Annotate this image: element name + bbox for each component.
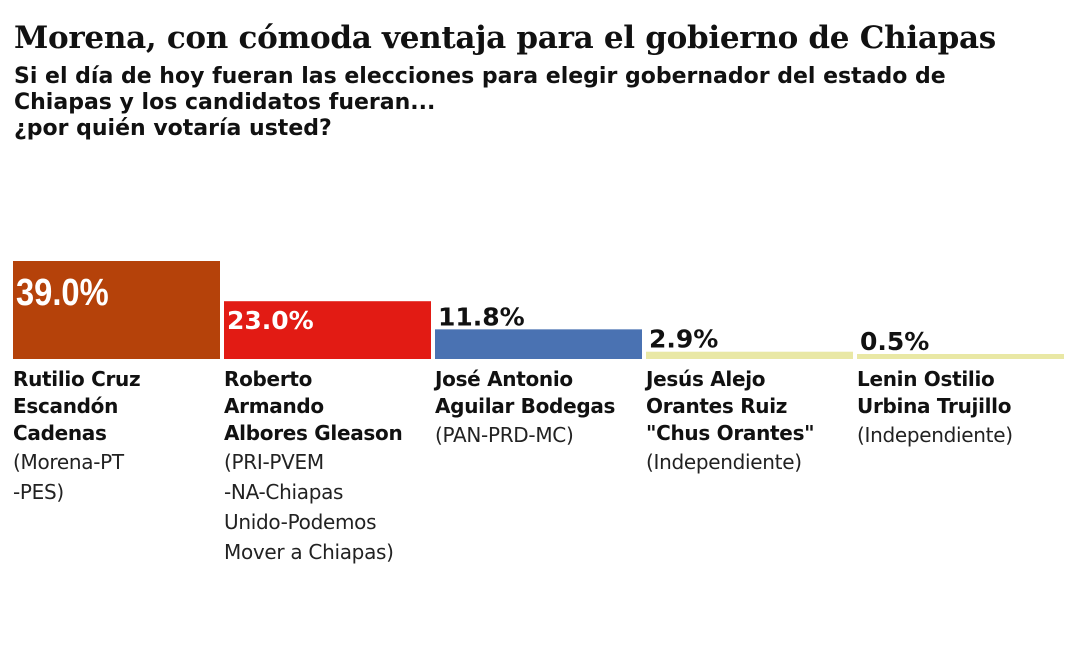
candidate-label-5: Lenin Ostilio Urbina Trujillo (Independi… — [857, 366, 1062, 450]
candidate-label-1: Rutilio Cruz Escandón Cadenas (Morena-PT… — [13, 366, 218, 507]
candidate-name: Roberto Armando Albores Gleason — [224, 367, 403, 445]
bar-value-label-5: 0.5% — [860, 327, 929, 356]
candidate-label-2: Roberto Armando Albores Gleason (PRI-PVE… — [224, 366, 429, 567]
candidate-party: (Independiente) — [857, 423, 1013, 447]
candidate-name: Lenin Ostilio Urbina Trujillo — [857, 367, 1012, 418]
bar-value-label-3: 11.8% — [438, 302, 525, 331]
bar-value-label-4: 2.9% — [649, 325, 718, 354]
subtitle-line: Si el día de hoy fueran las elecciones p… — [14, 64, 946, 89]
bar-value-label-2: 23.0% — [227, 306, 314, 335]
subtitle-line: Chiapas y los candidatos fueran... — [14, 90, 436, 115]
candidate-party: (Independiente) — [646, 450, 802, 474]
candidate-label-4: Jesús Alejo Orantes Ruiz "Chus Orantes" … — [646, 366, 851, 477]
bar-3 — [435, 329, 642, 359]
candidate-name: Rutilio Cruz Escandón Cadenas — [13, 367, 141, 445]
candidate-label-3: José Antonio Aguilar Bodegas (PAN-PRD-MC… — [435, 366, 640, 450]
subtitle-line: ¿por quién votaría usted? — [14, 116, 332, 141]
candidate-name: Jesús Alejo Orantes Ruiz "Chus Orantes" — [646, 367, 815, 445]
bar-2 — [224, 301, 431, 359]
candidate-name: José Antonio Aguilar Bodegas — [435, 367, 616, 418]
candidate-party: (Morena-PT -PES) — [13, 450, 124, 504]
bar-1 — [13, 261, 220, 359]
bar-5 — [857, 354, 1064, 359]
chart-subtitle: Si el día de hoy fueran las elecciones p… — [14, 64, 954, 142]
candidate-party: (PRI-PVEM -NA-Chiapas Unido-Podemos Move… — [224, 450, 394, 564]
chart-title: Morena, con cómoda ventaja para el gobie… — [14, 20, 996, 56]
candidate-party: (PAN-PRD-MC) — [435, 423, 574, 447]
bar-4 — [646, 351, 853, 359]
bar-value-label-1: 39.0% — [16, 271, 109, 314]
